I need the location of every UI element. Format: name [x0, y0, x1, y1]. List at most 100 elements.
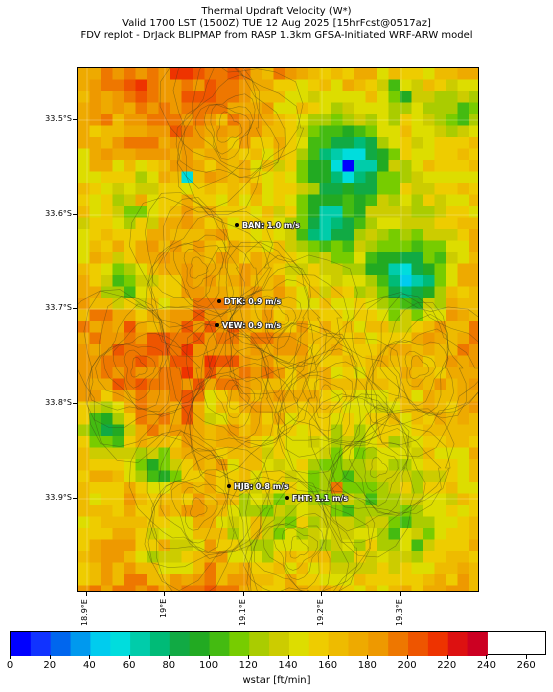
- wstar-cell: [181, 68, 194, 80]
- colorbar-swatch: [149, 632, 171, 656]
- wstar-cell: [78, 539, 90, 552]
- station-marker-hjb[interactable]: [227, 484, 231, 488]
- wstar-cell: [250, 68, 263, 80]
- wstar-cell: [434, 459, 447, 471]
- wstar-cell: [319, 539, 332, 552]
- wstar-cell: [446, 516, 458, 529]
- wstar-cell: [342, 79, 355, 92]
- wstar-cell: [365, 574, 378, 586]
- wstar-cell: [342, 332, 355, 345]
- wstar-cell: [377, 91, 389, 103]
- wstar-cell: [170, 263, 182, 276]
- wstar-cell: [308, 183, 320, 195]
- wstar-cell: [124, 424, 136, 437]
- wstar-cell: [78, 79, 90, 92]
- wstar-cell: [400, 137, 412, 149]
- wstar-cell: [446, 424, 458, 437]
- wstar-cell: [239, 436, 251, 448]
- wstar-cell: [469, 413, 478, 425]
- wstar-cell: [273, 447, 286, 460]
- colorbar-title: wstar [ft/min]: [242, 675, 311, 686]
- wstar-cell: [365, 344, 378, 356]
- wstar-cell: [135, 562, 148, 575]
- wstar-cell: [181, 229, 194, 241]
- wstar-cell: [89, 378, 102, 391]
- wstar-cell: [135, 528, 148, 540]
- wstar-cell: [411, 298, 424, 310]
- wstar-cell: [400, 493, 412, 506]
- colorbar-tick: [327, 655, 329, 659]
- wstar-cell: [273, 436, 286, 448]
- thermal-velocity-map[interactable]: BAN: 1.0 m/s DTK: 0.9 m/s VEW: 0.9 m/s HJB:…: [77, 67, 479, 592]
- station-marker-fht[interactable]: [285, 496, 289, 500]
- wstar-cell: [446, 551, 458, 563]
- wstar-cell: [227, 436, 240, 448]
- wstar-cell: [388, 321, 401, 333]
- wstar-cell: [308, 160, 320, 172]
- wstar-cell: [331, 470, 343, 483]
- wstar-cell: [216, 125, 228, 138]
- wstar-cell: [423, 482, 435, 494]
- station-marker-dtk[interactable]: [217, 299, 221, 303]
- wstar-cell: [78, 114, 90, 126]
- wstar-cell: [170, 332, 182, 345]
- wstar-cell: [112, 125, 125, 138]
- wstar-cell: [446, 309, 458, 322]
- wstar-cell: [262, 562, 274, 575]
- wstar-cell: [365, 286, 378, 299]
- wstar-cell: [78, 321, 90, 333]
- wstar-cell: [434, 148, 447, 161]
- wstar-cell: [273, 263, 286, 276]
- wstar-cell: [446, 194, 458, 207]
- wstar-cell: [423, 493, 435, 506]
- wstar-cell: [273, 332, 286, 345]
- wstar-cell: [78, 470, 90, 483]
- wstar-cell: [135, 102, 148, 115]
- wstar-cell: [285, 206, 297, 218]
- wstar-cell: [457, 436, 470, 448]
- wstar-cell: [181, 275, 194, 287]
- wstar-cell: [147, 217, 159, 230]
- wstar-cell: [342, 148, 355, 161]
- wstar-cell: [331, 493, 343, 506]
- wstar-cell: [239, 390, 251, 402]
- wstar-cell: [101, 447, 113, 460]
- wstar-cell: [181, 539, 194, 552]
- wstar-cell: [411, 539, 424, 552]
- wstar-cell: [89, 194, 102, 207]
- wstar-cell: [457, 114, 470, 126]
- wstar-cell: [365, 171, 378, 184]
- wstar-cell: [170, 114, 182, 126]
- wstar-cell: [469, 102, 478, 115]
- wstar-cell: [112, 413, 125, 425]
- wstar-cell: [181, 344, 194, 356]
- wstar-cell: [354, 367, 366, 379]
- wstar-cell: [158, 252, 171, 264]
- wstar-cell: [135, 309, 148, 322]
- wstar-cell: [469, 171, 478, 184]
- wstar-cell: [216, 309, 228, 322]
- wstar-cell: [112, 275, 125, 287]
- wstar-cell: [78, 217, 90, 230]
- wstar-cell: [319, 275, 332, 287]
- wstar-cell: [273, 68, 286, 80]
- station-marker-ban[interactable]: [235, 223, 239, 227]
- wstar-cell: [342, 240, 355, 253]
- wstar-cell: [354, 401, 366, 414]
- wstar-cell: [411, 344, 424, 356]
- wstar-cell: [147, 183, 159, 195]
- wstar-cell: [469, 539, 478, 552]
- wstar-cell: [377, 171, 389, 184]
- station-marker-vew[interactable]: [215, 323, 219, 327]
- wstar-cell: [216, 551, 228, 563]
- wstar-cell: [112, 493, 125, 506]
- wstar-cell: [262, 401, 274, 414]
- wstar-cell: [181, 355, 194, 368]
- wstar-cell: [112, 505, 125, 517]
- wstar-cell: [78, 562, 90, 575]
- wstar-cell: [227, 91, 240, 103]
- colorbar-tick-label: 80: [162, 660, 176, 671]
- colorbar-tick: [407, 655, 409, 659]
- wstar-cell: [423, 401, 435, 414]
- wstar-cell: [193, 206, 205, 218]
